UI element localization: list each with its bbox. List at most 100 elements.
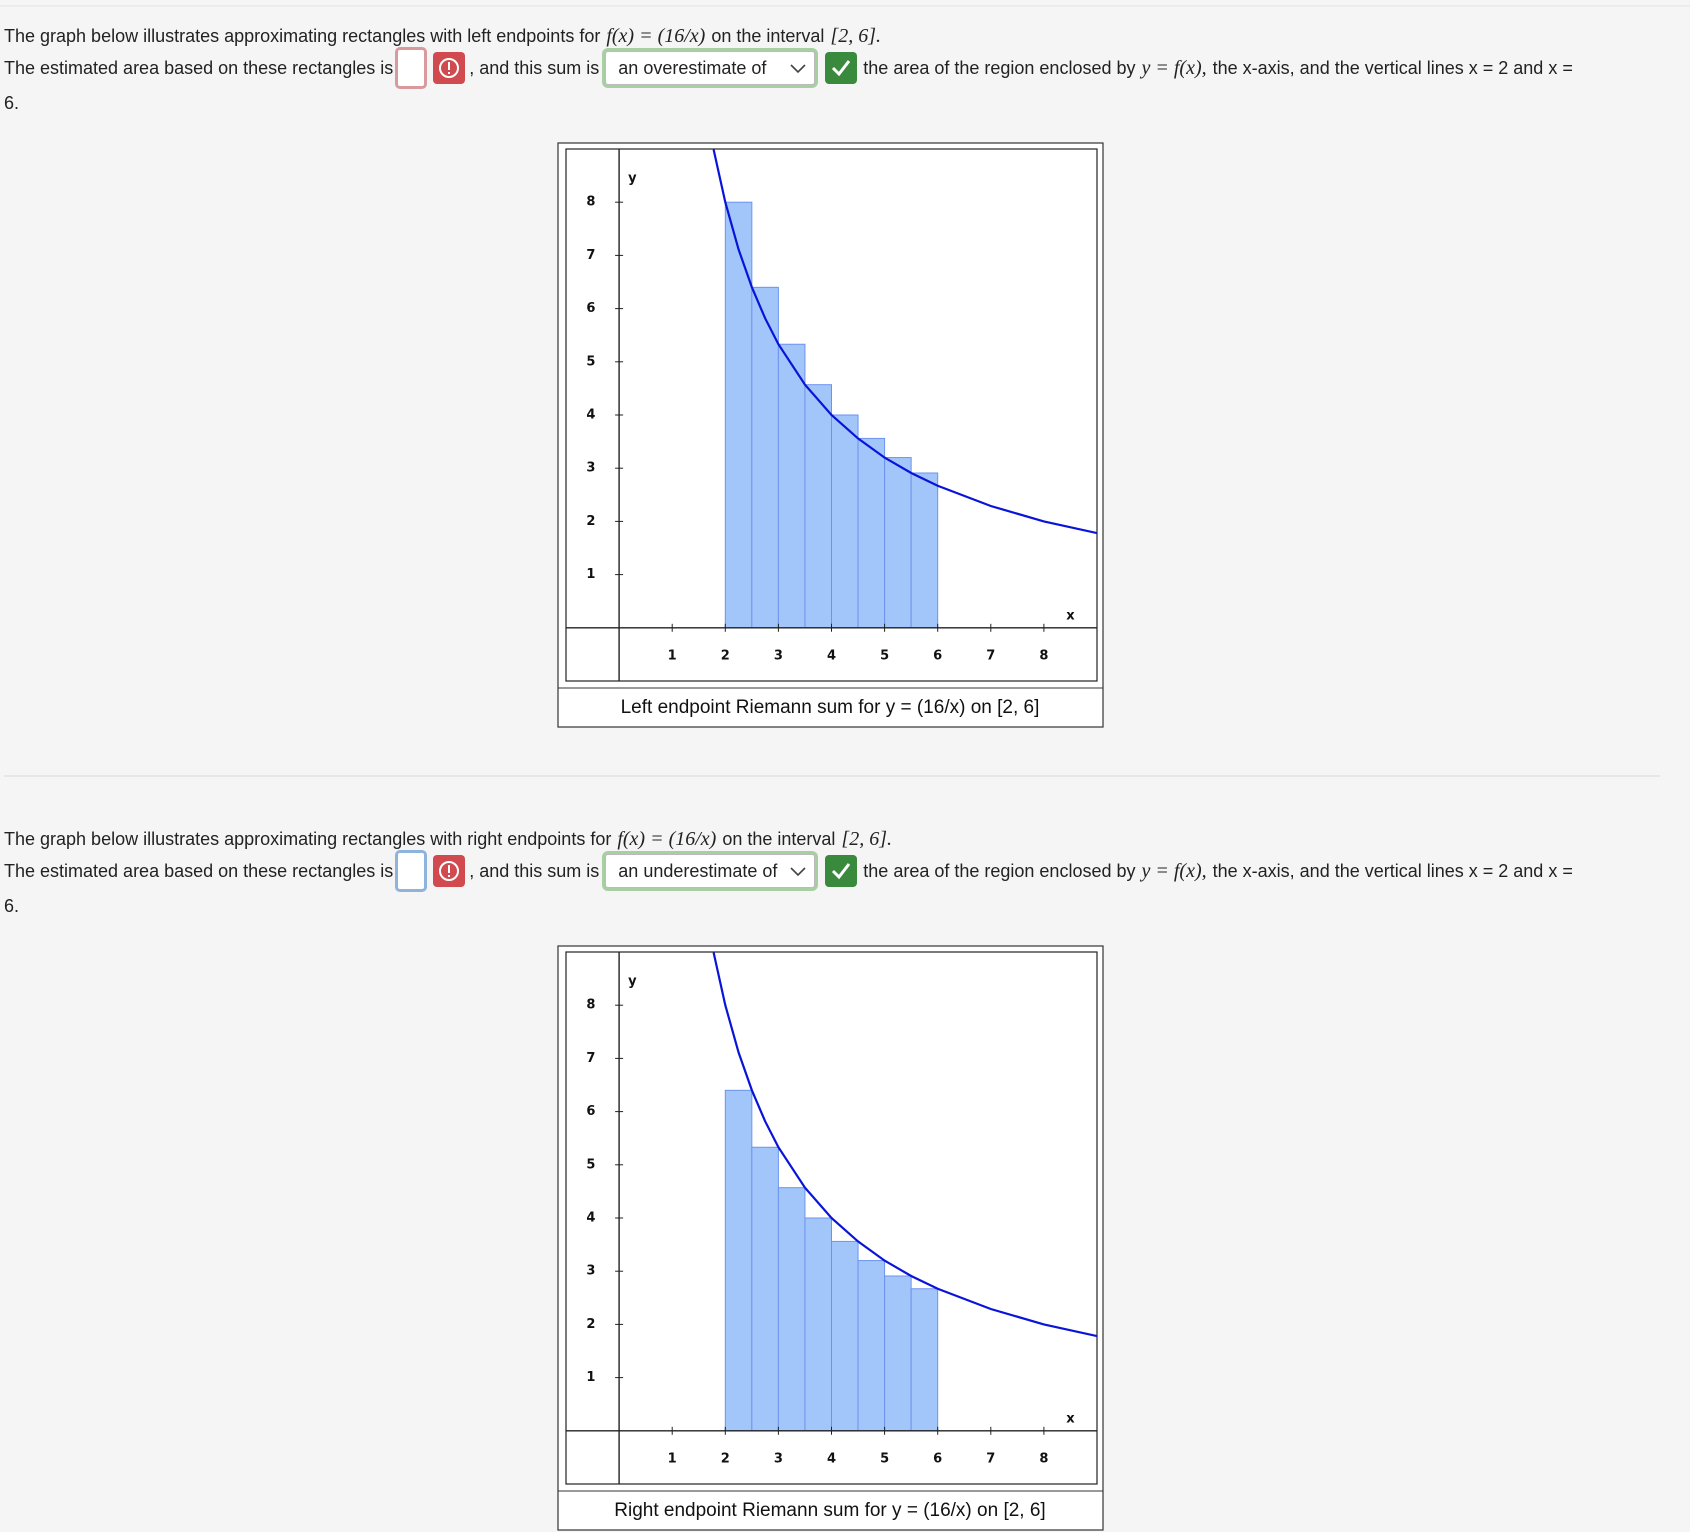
- x-axis-label: x: [1066, 609, 1075, 624]
- text: 6.: [4, 895, 20, 916]
- chevron: [790, 58, 806, 79]
- y-tick-label: 1: [586, 567, 595, 582]
- chevron-glyph: [790, 866, 806, 876]
- x-tick-label: 3: [774, 648, 783, 663]
- y-tick-label: 7: [586, 1051, 595, 1066]
- text: The estimated area based on these rectan…: [4, 860, 394, 881]
- text: 6.: [4, 92, 20, 113]
- math: f(x) = (16/x): [606, 24, 706, 47]
- y-tick-label: 8: [586, 998, 595, 1013]
- y-tick-label: 6: [586, 1104, 595, 1119]
- x-tick-label: 2: [721, 648, 730, 663]
- bar: [751, 1146, 779, 1432]
- riemann-chart: Right endpoint Riemann sum for y = (16/x…: [557, 945, 1104, 1531]
- bar: [777, 1187, 806, 1432]
- dropdown-value: an overestimate of: [618, 57, 767, 78]
- x-tick-label: 2: [721, 1451, 730, 1466]
- y-tick-label: 1: [586, 1370, 595, 1385]
- error-icon-glyph: [439, 58, 460, 78]
- math: y = f(x),: [1141, 859, 1207, 882]
- bar: [884, 457, 912, 629]
- question-line: 6.: [4, 889, 19, 923]
- text: , and this sum is: [469, 57, 600, 78]
- x-tick-label: 1: [668, 1451, 677, 1466]
- chevron: [790, 861, 806, 882]
- chevron-glyph: [790, 63, 806, 73]
- text: , and this sum is: [469, 860, 600, 881]
- bar: [724, 201, 753, 629]
- dropdown-value: an underestimate of: [618, 860, 778, 881]
- text: on the interval: [722, 828, 836, 849]
- bar: [777, 343, 806, 629]
- text: The graph below illustrates approximatin…: [4, 828, 612, 849]
- y-tick-label: 7: [586, 248, 595, 263]
- function-curve: [712, 149, 1097, 535]
- x-tick-label: 7: [986, 1451, 995, 1466]
- math: y = f(x),: [1141, 56, 1207, 79]
- y-axis-label: y: [628, 171, 637, 186]
- caption: Left endpoint Riemann sum for y = (16/x)…: [621, 697, 1040, 718]
- bar: [804, 1217, 833, 1432]
- text: the x-axis, and the vertical lines x = 2…: [1212, 57, 1573, 78]
- bar: [857, 437, 886, 629]
- bar: [857, 1260, 886, 1432]
- question-line: The graph below illustrates approximatin…: [4, 822, 898, 856]
- question-line: The estimated area based on these rectan…: [4, 850, 1573, 892]
- y-tick-label: 2: [586, 1317, 595, 1332]
- text: The graph below illustrates approximatin…: [4, 25, 601, 46]
- y-tick-label: 2: [586, 514, 595, 529]
- x-tick-label: 6: [933, 648, 942, 663]
- x-tick-label: 5: [880, 1451, 889, 1466]
- bar: [724, 1089, 753, 1432]
- text: The estimated area based on these rectan…: [4, 57, 394, 78]
- x-tick-label: 8: [1039, 1451, 1048, 1466]
- bar: [910, 1288, 939, 1432]
- bar: [804, 384, 833, 629]
- text: the area of the region enclosed by: [863, 57, 1136, 78]
- y-axis-label: y: [628, 974, 637, 989]
- error-icon: [433, 52, 466, 84]
- text: on the interval: [711, 25, 825, 46]
- x-tick-label: 1: [668, 648, 677, 663]
- question-line: The graph below illustrates approximatin…: [4, 19, 887, 53]
- dropdown[interactable]: an underestimate of: [605, 854, 816, 888]
- math: [2, 6].: [841, 827, 892, 850]
- y-tick-label: 5: [586, 354, 595, 369]
- bar: [751, 286, 779, 629]
- error-icon-glyph: [439, 861, 460, 881]
- x-tick-label: 5: [880, 648, 889, 663]
- x-tick-label: 4: [827, 648, 836, 663]
- bar: [831, 1240, 859, 1432]
- y-tick-label: 3: [586, 461, 595, 476]
- check-icon-glyph: [832, 60, 851, 77]
- math: f(x) = (16/x): [617, 827, 717, 850]
- x-tick-label: 6: [933, 1451, 942, 1466]
- y-tick-label: 3: [586, 1264, 595, 1279]
- bar: [831, 414, 859, 629]
- error-icon: [433, 855, 466, 887]
- x-axis-label: x: [1066, 1412, 1075, 1427]
- question-line: 6.: [4, 86, 19, 120]
- bar: [884, 1275, 912, 1432]
- check-icon: [825, 855, 858, 887]
- bar: [910, 472, 939, 629]
- riemann-chart: Left endpoint Riemann sum for y = (16/x)…: [557, 142, 1104, 728]
- dropdown[interactable]: an overestimate of: [605, 51, 816, 85]
- text: the x-axis, and the vertical lines x = 2…: [1212, 860, 1573, 881]
- check-icon-glyph: [832, 863, 851, 880]
- y-tick-label: 4: [586, 408, 595, 423]
- answer-input[interactable]: [395, 47, 428, 89]
- y-tick-label: 4: [586, 1211, 595, 1226]
- x-tick-label: 3: [774, 1451, 783, 1466]
- function-curve: [712, 952, 1097, 1338]
- x-tick-label: 4: [827, 1451, 836, 1466]
- answer-input[interactable]: [395, 850, 428, 892]
- x-tick-label: 8: [1039, 648, 1048, 663]
- y-tick-label: 6: [586, 301, 595, 316]
- math: [2, 6].: [830, 24, 881, 47]
- x-tick-label: 7: [986, 648, 995, 663]
- text: the area of the region enclosed by: [863, 860, 1136, 881]
- y-tick-label: 8: [586, 195, 595, 210]
- question-line: The estimated area based on these rectan…: [4, 47, 1573, 89]
